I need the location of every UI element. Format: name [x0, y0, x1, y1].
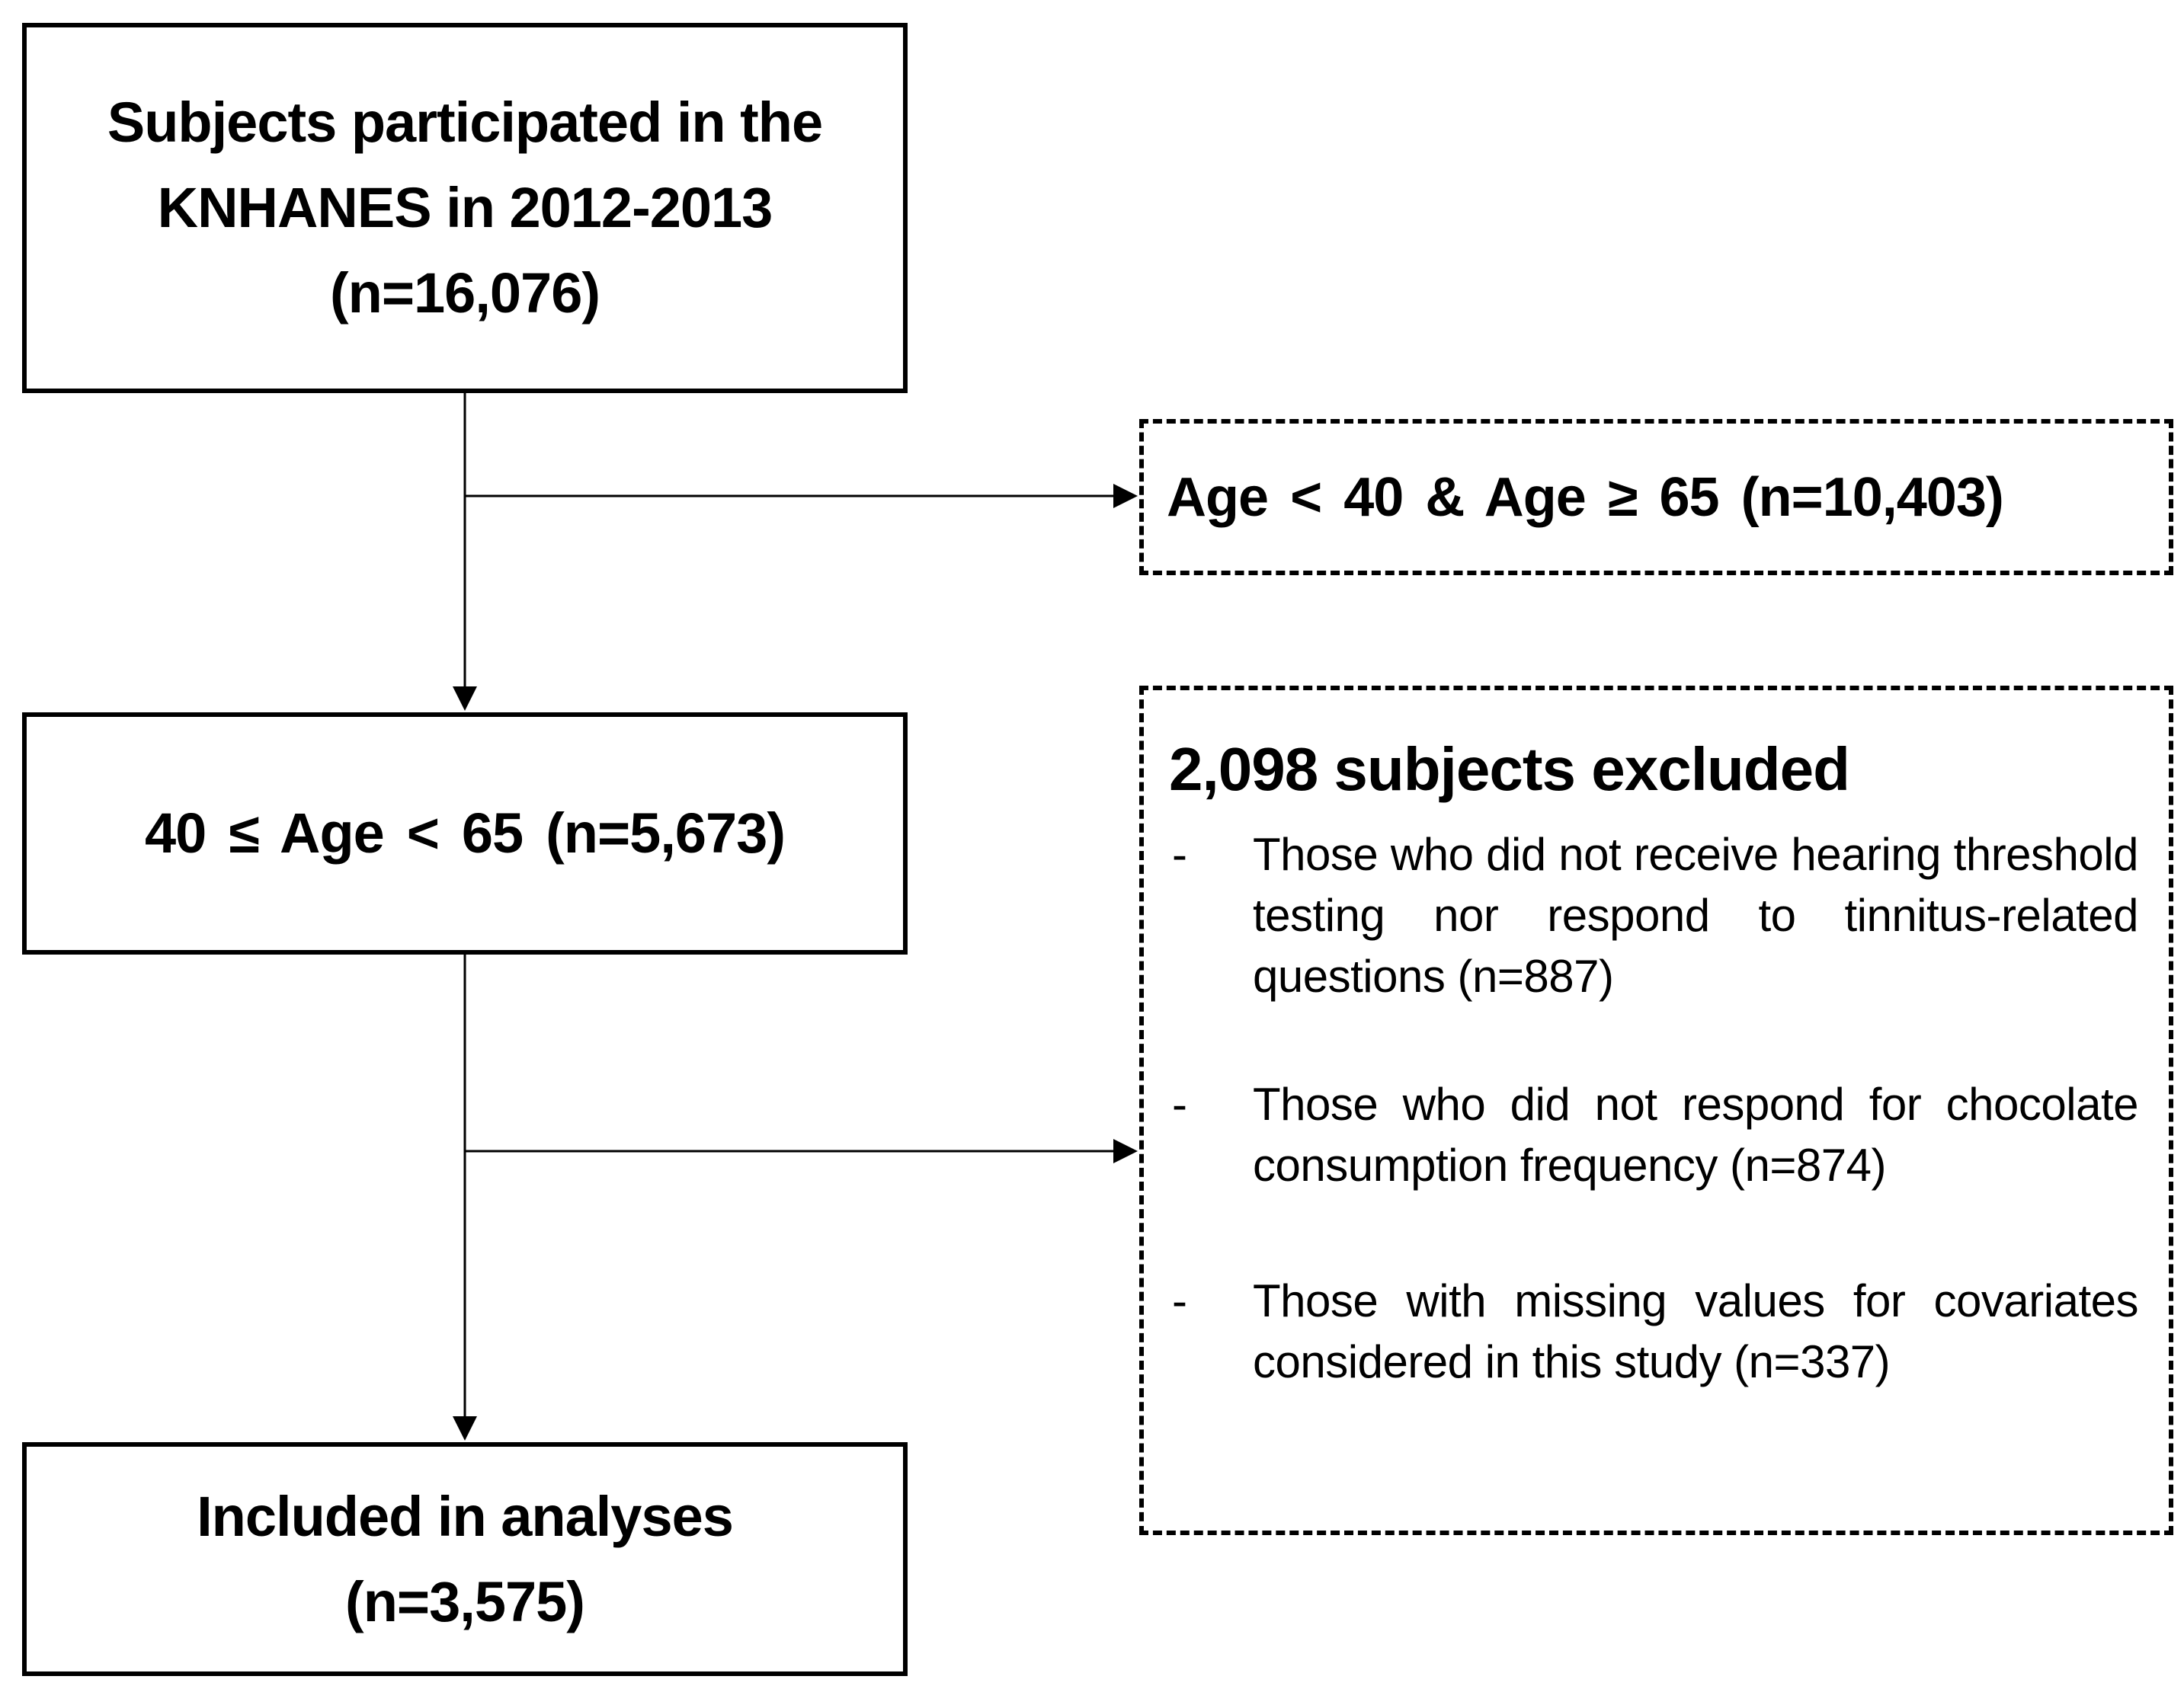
bullet-dash-marker: -: [1172, 829, 1187, 880]
excluded-detail-title: 2,098 subjects excluded: [1169, 735, 1850, 803]
arrowhead-to-excluded-detail: [1113, 1139, 1138, 1163]
arrowhead-to-excluded-age: [1113, 484, 1138, 508]
box-knhanes-line-1: Subjects participated in the: [107, 91, 823, 154]
excluded-by-age-text: Age < 40 & Age ≥ 65 (n=10,403): [1167, 466, 2004, 528]
arrowhead-top-to-middle: [453, 686, 477, 711]
bullet-dash-marker: -: [1172, 1275, 1187, 1326]
box-knhanes-participants: Subjects participated in the KNHANES in …: [22, 23, 908, 393]
excluded-detail-item-text: Those with missing values for covariates…: [1253, 1275, 2139, 1387]
excluded-detail-item: - Those who did not respond for chocolat…: [1169, 1074, 2139, 1196]
bullet-dash-marker: -: [1172, 1079, 1187, 1130]
excluded-detail-item-text: Those who did not respond for chocolate …: [1253, 1079, 2139, 1191]
box-included-line-1: Included in analyses: [197, 1484, 734, 1548]
excluded-detail-item: - Those with missing values for covariat…: [1169, 1271, 2139, 1393]
box-knhanes-line-2: KNHANES in 2012-2013: [157, 176, 773, 239]
box-included-line-2: (n=3,575): [345, 1569, 585, 1633]
box-age-range-text: 40 ≤ Age < 65 (n=5,673): [145, 801, 786, 865]
box-excluded-detail: 2,098 subjects excluded - Those who did …: [1139, 686, 2173, 1535]
excluded-detail-item: - Those who did not receive hearing thre…: [1169, 824, 2139, 1007]
box-knhanes-line-3: (n=16,076): [329, 261, 600, 325]
excluded-detail-item-text: Those who did not receive hearing thresh…: [1253, 829, 2139, 1002]
box-age-range: 40 ≤ Age < 65 (n=5,673): [22, 712, 908, 955]
box-excluded-by-age: Age < 40 & Age ≥ 65 (n=10,403): [1139, 419, 2173, 575]
arrowhead-middle-to-bottom: [453, 1416, 477, 1441]
box-included-in-analyses: Included in analyses (n=3,575): [22, 1442, 908, 1676]
